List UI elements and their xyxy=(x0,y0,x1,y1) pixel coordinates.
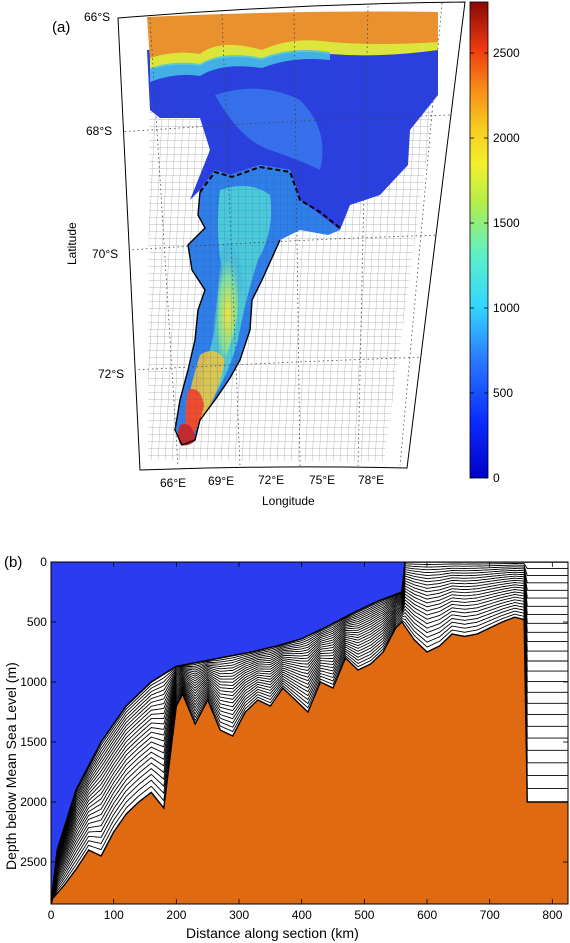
panel-a-ylabel: Latitude xyxy=(65,222,79,265)
graticule xyxy=(119,2,453,467)
lon-tick-69: 69°E xyxy=(208,474,234,488)
x-tick-label: 200 xyxy=(166,908,186,922)
y-tick-label: 2000 xyxy=(20,795,47,809)
lon-tick-labels: 66°E 69°E 72°E 75°E 78°E xyxy=(160,473,384,490)
continental-slope xyxy=(150,40,438,70)
colorbar xyxy=(469,1,489,479)
sigma-layer-line xyxy=(51,579,568,904)
section-y-ticks: 0 500 1000 1500 2000 2500 xyxy=(20,555,568,869)
sigma-layer-line xyxy=(51,591,568,904)
lat-tick-66: 66°S xyxy=(84,10,110,24)
panel-a: (a) xyxy=(52,1,520,508)
lat-tick-68: 68°S xyxy=(86,124,112,138)
y-tick-label: 500 xyxy=(27,615,47,629)
x-tick-label: 0 xyxy=(48,908,55,922)
sigma-layer-line xyxy=(51,577,568,904)
lon-tick-75: 75°E xyxy=(309,473,335,487)
x-tick-label: 700 xyxy=(480,908,500,922)
panel-b-xlabel: Distance along section (km) xyxy=(186,925,359,941)
sigma-layer-line xyxy=(51,563,568,904)
sigma-layer-line xyxy=(51,586,568,904)
lon-tick-72: 72°E xyxy=(258,473,284,487)
colorbar-ticks: 0 500 1000 1500 2000 2500 xyxy=(470,46,520,485)
lon-tick-66: 66°E xyxy=(160,476,186,490)
ice-shelf-area xyxy=(51,562,568,904)
x-tick-label: 800 xyxy=(542,908,562,922)
lat-tick-labels: 66°S 68°S 70°S 72°S xyxy=(84,10,124,381)
sigma-layer-line xyxy=(51,589,568,904)
deep-ocean xyxy=(147,11,438,60)
sigma-layer-line xyxy=(51,604,568,904)
sigma-layer-line xyxy=(51,569,568,904)
x-tick-label: 600 xyxy=(417,908,437,922)
colorbar-tick-label: 0 xyxy=(493,471,500,485)
panel-b-label: (b) xyxy=(4,554,22,571)
y-tick-label: 2500 xyxy=(20,855,47,869)
y-tick-label: 0 xyxy=(40,555,47,569)
sigma-layer-line xyxy=(51,596,568,904)
sigma-layer-line xyxy=(51,573,568,904)
y-tick-label: 1500 xyxy=(20,735,47,749)
sigma-layer-line xyxy=(51,571,568,904)
lat-tick-70: 70°S xyxy=(92,247,118,261)
y-tick-label: 1000 xyxy=(20,675,47,689)
panel-b: (b) 0 100 200 300 400 500 600 700 800 0 500 1000 15… xyxy=(3,554,569,941)
sigma-layer-line xyxy=(51,566,568,904)
colorbar-tick-label: 2000 xyxy=(493,131,520,145)
colorbar-tick-label: 500 xyxy=(493,386,513,400)
sigma-layer-line xyxy=(51,607,568,904)
sigma-layer-line xyxy=(51,613,568,904)
x-tick-label: 500 xyxy=(354,908,374,922)
sigma-layer-line xyxy=(51,584,568,904)
sigma-layer-line xyxy=(51,610,568,904)
panel-a-xlabel: Longitude xyxy=(262,494,315,508)
x-tick-label: 100 xyxy=(104,908,124,922)
colorbar-tick-label: 1000 xyxy=(493,301,520,315)
sigma-layer-line xyxy=(51,594,568,904)
lat-tick-72: 72°S xyxy=(98,367,124,381)
sigma-layer-lines xyxy=(51,563,568,904)
section-axes-box xyxy=(50,561,569,905)
x-tick-label: 300 xyxy=(229,908,249,922)
section-x-ticks: 0 100 200 300 400 500 600 700 800 xyxy=(48,562,563,922)
sigma-layer-line xyxy=(51,602,568,904)
lon-tick-78: 78°E xyxy=(358,473,384,487)
sigma-layer-line xyxy=(51,564,568,904)
ice-front-line xyxy=(199,165,341,229)
x-tick-label: 400 xyxy=(292,908,312,922)
colorbar-tick-label: 1500 xyxy=(493,216,520,230)
panel-a-label: (a) xyxy=(52,19,70,36)
seabed-line xyxy=(51,616,568,904)
seabed-area xyxy=(51,617,568,904)
colorbar-tick-label: 2500 xyxy=(493,46,520,60)
sigma-layer-line xyxy=(51,582,568,904)
sigma-layer-line xyxy=(51,568,568,904)
sigma-layer-line xyxy=(51,599,568,904)
panel-b-ylabel: Depth below Mean Sea Level (m) xyxy=(3,662,19,870)
ice-shelf-base-line xyxy=(51,562,568,904)
sigma-layer-line xyxy=(51,575,568,904)
grounding-line xyxy=(174,191,281,446)
